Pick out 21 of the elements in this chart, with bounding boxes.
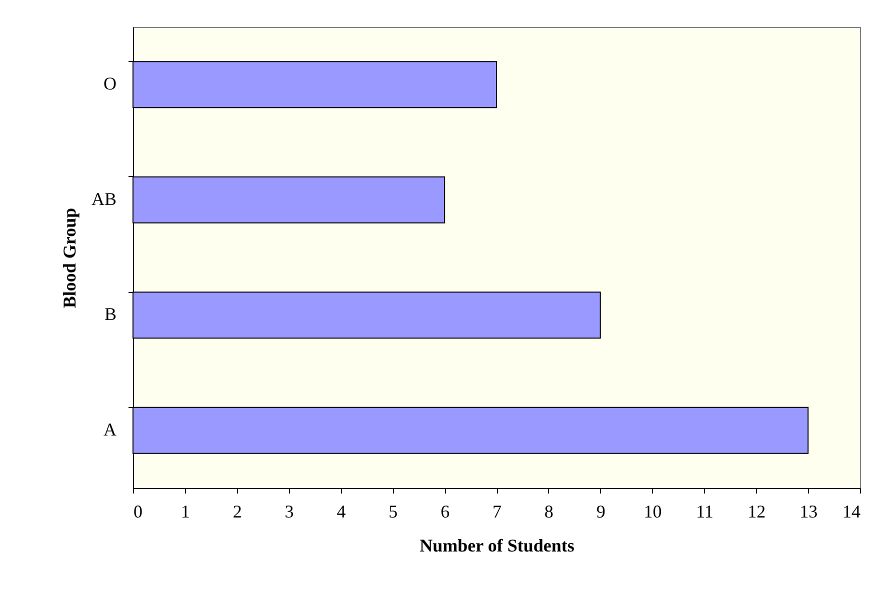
- x-tick-label: 12: [748, 502, 766, 522]
- x-tick-label: 3: [284, 502, 294, 522]
- x-tick-label: 9: [596, 502, 606, 522]
- x-tick-label: 6: [440, 502, 450, 522]
- y-tick-label: O: [104, 74, 116, 94]
- y-tick-label: A: [104, 419, 116, 440]
- x-tick-label: 8: [544, 502, 554, 522]
- y-axis-title: Blood Group: [59, 208, 80, 308]
- x-tick-label: 5: [388, 502, 398, 522]
- y-tick-label: B: [104, 304, 116, 324]
- x-tick-label: 2: [232, 502, 242, 522]
- y-tick-label: AB: [91, 188, 116, 209]
- x-tick-label: 13: [800, 502, 818, 522]
- x-tick-label: 1: [180, 502, 190, 522]
- x-tick-label: 0: [134, 502, 142, 522]
- x-tick-label: 11: [696, 502, 714, 522]
- x-tick-label: 14: [842, 502, 860, 522]
- x-tick-label: 10: [644, 502, 662, 522]
- x-tick-label: 7: [492, 502, 502, 522]
- x-axis-title: Number of Students: [420, 536, 574, 556]
- x-tick-label: 4: [336, 502, 346, 522]
